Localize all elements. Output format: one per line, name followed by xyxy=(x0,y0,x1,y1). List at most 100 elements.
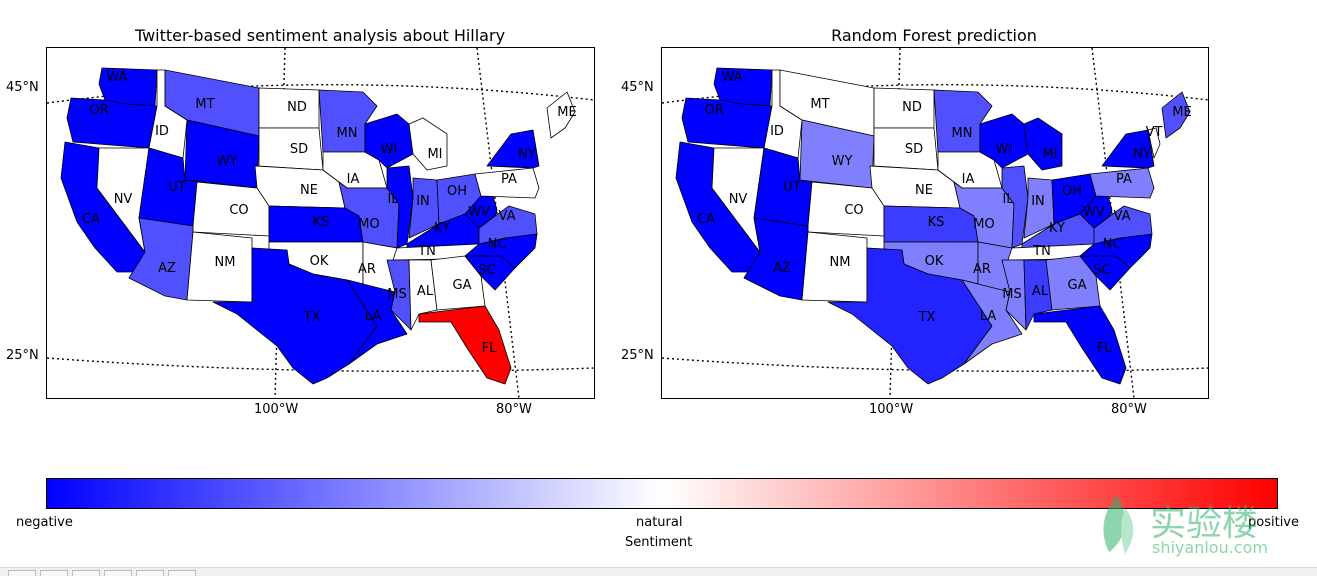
state-label-mo: MO xyxy=(358,217,379,232)
state-label-ny: NY xyxy=(1133,147,1151,162)
toolbar-home-button[interactable] xyxy=(8,570,36,576)
state-label-me: ME xyxy=(1172,105,1191,120)
state-mi xyxy=(408,117,448,171)
colorbar-tick-natural: natural xyxy=(636,515,683,530)
state-label-wy: WY xyxy=(832,154,853,169)
state-label-ia: IA xyxy=(347,172,360,187)
panel-title-sentiment: Twitter-based sentiment analysis about H… xyxy=(134,26,506,45)
graticule-line xyxy=(47,357,594,373)
state-label-mt: MT xyxy=(810,97,829,112)
state-me xyxy=(546,91,576,139)
state-va xyxy=(478,205,538,245)
lat-label-45: 45°N xyxy=(6,80,39,95)
state-or xyxy=(66,97,158,149)
state-il xyxy=(1001,165,1029,249)
panel-title-random-forest: Random Forest prediction xyxy=(831,26,1037,45)
state-pa xyxy=(474,167,540,199)
state-label-sd: SD xyxy=(905,142,923,157)
colorbar-label: Sentiment xyxy=(625,535,693,550)
toolbar-zoom-button[interactable] xyxy=(136,570,164,576)
state-label-va: VA xyxy=(1114,209,1131,224)
state-map-svg: WA OR CA NV ID MT WY UT CO AZ NM ND SD NE KS OK TX MN IA MO… xyxy=(47,48,594,398)
state-map-svg: WA OR CA NV ID MT WY UT CO AZ NM ND SD NE KS OK TX MN IA MO… xyxy=(662,48,1208,398)
state-or xyxy=(681,97,773,149)
state-label-ca: CA xyxy=(82,212,100,227)
state-label-tx: TX xyxy=(303,310,321,325)
map-random-forest: WA OR CA NV ID MT WY UT CO AZ NM ND SD NE KS OK TX MN IA MO… xyxy=(661,47,1209,399)
state-label-mi: MI xyxy=(1042,147,1057,162)
state-label-nm: NM xyxy=(215,255,236,270)
watermark-logo xyxy=(1095,490,1275,560)
state-label-ok: OK xyxy=(310,254,329,269)
colorbar-tick-positive: positive xyxy=(1248,515,1299,530)
toolbar-save-button[interactable] xyxy=(168,570,196,576)
state-label-ar: AR xyxy=(973,262,991,277)
state-label-wy: WY xyxy=(217,154,238,169)
state-label-ms: MS xyxy=(387,287,406,302)
state-label-or: OR xyxy=(704,103,723,118)
state-label-ia: IA xyxy=(962,172,975,187)
state-label-wi: WI xyxy=(996,142,1013,157)
state-label-il: IL xyxy=(1002,192,1014,207)
colorbar-tick-negative: negative xyxy=(16,515,73,530)
lat-label-25-right: 25°N xyxy=(621,348,654,363)
state-label-nc: NC xyxy=(488,237,507,252)
state-label-in: IN xyxy=(416,194,430,209)
state-label-sc: SC xyxy=(478,263,495,278)
state-label-vt: VT xyxy=(1146,125,1163,140)
state-label-wa: WA xyxy=(106,70,127,85)
state-label-in: IN xyxy=(1031,194,1045,209)
state-az xyxy=(128,217,194,301)
state-il xyxy=(386,165,414,249)
state-label-mn: MN xyxy=(952,126,973,141)
graticule-line xyxy=(662,357,1208,373)
state-label-mi: MI xyxy=(427,147,442,162)
state-ms xyxy=(1001,259,1027,331)
state-az xyxy=(743,217,809,301)
state-label-az: AZ xyxy=(158,261,176,276)
toolbar-forward-button[interactable] xyxy=(72,570,100,576)
state-label-wi: WI xyxy=(381,142,398,157)
state-ny xyxy=(486,129,540,169)
toolbar-pan-button[interactable] xyxy=(104,570,132,576)
state-label-ny: NY xyxy=(518,147,536,162)
map-sentiment: WA OR CA NV ID MT WY UT CO AZ NM ND SD NE KS OK TX MN IA MO… xyxy=(46,47,595,399)
state-label-nm: NM xyxy=(830,255,851,270)
state-label-la: LA xyxy=(980,309,997,324)
state-label-nd: ND xyxy=(287,100,307,115)
figure-toolbar xyxy=(0,567,1317,576)
state-al xyxy=(408,259,438,331)
state-label-nv: NV xyxy=(114,192,133,207)
lat-label-45-right: 45°N xyxy=(621,80,654,95)
state-label-wa: WA xyxy=(721,70,742,85)
state-label-fl: FL xyxy=(482,341,497,356)
state-label-ky: KY xyxy=(1049,221,1065,236)
state-label-ne: NE xyxy=(300,183,318,198)
state-label-nv: NV xyxy=(729,192,748,207)
state-label-al: AL xyxy=(417,284,434,299)
state-label-co: CO xyxy=(844,203,863,218)
state-fl xyxy=(418,305,512,385)
state-label-ok: OK xyxy=(925,254,944,269)
state-label-oh: OH xyxy=(1062,184,1082,199)
state-label-la: LA xyxy=(365,309,382,324)
state-label-mn: MN xyxy=(337,126,358,141)
state-mi xyxy=(1023,117,1063,171)
state-label-ut: UT xyxy=(783,180,801,195)
colorbar xyxy=(46,478,1278,509)
state-label-nd: ND xyxy=(902,100,922,115)
state-label-sc: SC xyxy=(1093,263,1110,278)
state-label-ga: GA xyxy=(453,278,472,293)
state-label-nc: NC xyxy=(1103,237,1122,252)
state-label-or: OR xyxy=(89,103,108,118)
state-tx xyxy=(827,247,993,385)
state-label-id: ID xyxy=(770,124,784,139)
toolbar-back-button[interactable] xyxy=(40,570,68,576)
state-in xyxy=(408,177,440,239)
state-label-ky: KY xyxy=(434,221,450,236)
state-label-ut: UT xyxy=(168,180,186,195)
state-ny xyxy=(1101,129,1155,169)
state-label-fl: FL xyxy=(1097,341,1112,356)
lon-label-80-right: 80°W xyxy=(1111,402,1147,417)
